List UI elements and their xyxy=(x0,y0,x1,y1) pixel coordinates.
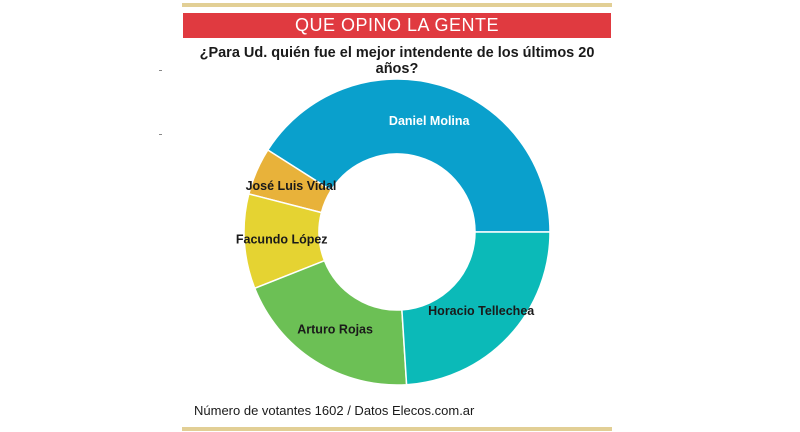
label-daniel-molina: Daniel Molina xyxy=(389,114,471,128)
label-arturo-rojas: Arturo Rojas xyxy=(297,323,373,337)
edge-tick xyxy=(159,134,162,135)
chart-subtitle: ¿Para Ud. quién fue el mejor intendente … xyxy=(199,45,595,77)
footnote: Número de votantes 1602 / Datos Elecos.c… xyxy=(194,403,475,418)
slice-arturo-rojas xyxy=(253,259,408,386)
top-rule xyxy=(182,3,612,7)
label-horacio-tellechea: Horacio Tellechea xyxy=(428,304,535,318)
slice-horacio-tellechea xyxy=(401,231,551,386)
bottom-rule xyxy=(182,427,612,431)
donut-slices xyxy=(243,78,551,386)
slice-daniel-molina xyxy=(266,78,551,233)
slice-labels: Daniel Molina José Luis Vidal Facundo Lópe… xyxy=(236,114,535,336)
edge-tick xyxy=(159,70,162,71)
chart-title-banner: QUE OPINO LA GENTE xyxy=(183,13,611,38)
label-jose-luis-vidal: José Luis Vidal xyxy=(246,179,337,193)
label-facundo-lopez: Facundo López xyxy=(236,232,328,246)
